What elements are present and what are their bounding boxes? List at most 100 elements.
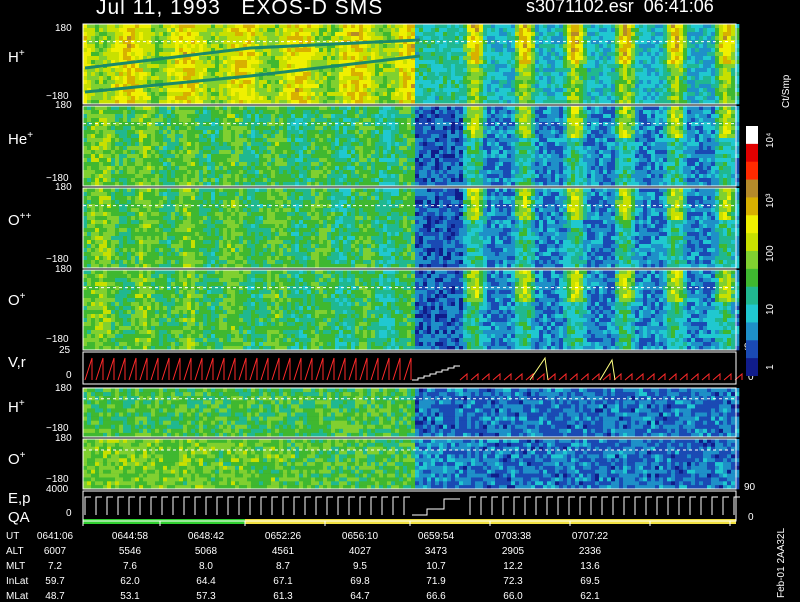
- heatmap-cell: [127, 32, 132, 37]
- heatmap-cell: [275, 106, 280, 111]
- heatmap-cell: [711, 72, 716, 77]
- heatmap-cell: [371, 84, 376, 89]
- heatmap-cell: [415, 40, 420, 45]
- heatmap-cell: [363, 44, 368, 49]
- heatmap-cell: [735, 56, 740, 61]
- heatmap-cell: [251, 52, 256, 57]
- heatmap-cell: [635, 64, 640, 69]
- heatmap-cell: [359, 88, 364, 93]
- heatmap-cell: [115, 118, 120, 123]
- heatmap-cell: [303, 60, 308, 65]
- heatmap-cell: [283, 174, 288, 179]
- heatmap-cell: [491, 28, 496, 33]
- heatmap-cell: [287, 32, 292, 37]
- heatmap-cell: [587, 64, 592, 69]
- heatmap-cell: [587, 44, 592, 49]
- heatmap-cell: [631, 48, 636, 53]
- heatmap-cell: [171, 60, 176, 65]
- heatmap-cell: [111, 182, 116, 187]
- heatmap-cell: [627, 28, 632, 33]
- heatmap-cell: [175, 134, 180, 139]
- heatmap-cell: [239, 64, 244, 69]
- heatmap-cell: [239, 68, 244, 73]
- heatmap-cell: [555, 72, 560, 77]
- heatmap-cell: [735, 84, 740, 89]
- heatmap-cell: [255, 138, 260, 143]
- heatmap-cell: [231, 110, 236, 115]
- heatmap-cell: [319, 122, 324, 127]
- heatmap-cell: [263, 130, 268, 135]
- heatmap-cell: [227, 126, 232, 131]
- heatmap-cell: [419, 40, 424, 45]
- heatmap-cell: [115, 142, 120, 147]
- heatmap-cell: [403, 84, 408, 89]
- heatmap-cell: [123, 40, 128, 45]
- heatmap-cell: [179, 44, 184, 49]
- heatmap-cell: [139, 56, 144, 61]
- heatmap-cell: [315, 122, 320, 127]
- heatmap-cell: [263, 118, 268, 123]
- heatmap-cell: [355, 64, 360, 69]
- heatmap-cell: [663, 92, 668, 97]
- heatmap-cell: [431, 40, 436, 45]
- heatmap-cell: [687, 88, 692, 93]
- heatmap-cell: [147, 60, 152, 65]
- heatmap-cell: [639, 88, 644, 93]
- heatmap-cell: [367, 114, 372, 119]
- heatmap-cell: [259, 36, 264, 41]
- heatmap-cell: [431, 32, 436, 37]
- heatmap-cell: [719, 40, 724, 45]
- heatmap-cell: [231, 68, 236, 73]
- heatmap-cell: [607, 100, 612, 105]
- heatmap-cell: [227, 146, 232, 151]
- heatmap-cell: [715, 24, 720, 29]
- heatmap-cell: [443, 76, 448, 81]
- heatmap-cell: [391, 72, 396, 77]
- heatmap-cell: [163, 106, 168, 111]
- heatmap-cell: [255, 64, 260, 69]
- heatmap-cell: [271, 28, 276, 33]
- heatmap-cell: [339, 122, 344, 127]
- heatmap-cell: [679, 32, 684, 37]
- heatmap-cell: [255, 158, 260, 163]
- heatmap-cell: [279, 72, 284, 77]
- heatmap-cell: [187, 100, 192, 105]
- heatmap-cell: [219, 64, 224, 69]
- heatmap-cell: [295, 114, 300, 119]
- heatmap-cell: [335, 130, 340, 135]
- heatmap-cell: [239, 134, 244, 139]
- heatmap-cell: [623, 68, 628, 73]
- heatmap-cell: [491, 68, 496, 73]
- heatmap-cell: [515, 52, 520, 57]
- heatmap-cell: [363, 88, 368, 93]
- heatmap-cell: [451, 24, 456, 29]
- heatmap-cell: [235, 150, 240, 155]
- heatmap-cell: [171, 32, 176, 37]
- heatmap-cell: [359, 178, 364, 183]
- heatmap-cell: [299, 170, 304, 175]
- heatmap-cell: [343, 56, 348, 61]
- heatmap-cell: [107, 178, 112, 183]
- heatmap-cell: [375, 64, 380, 69]
- heatmap-cell: [487, 40, 492, 45]
- heatmap-cell: [327, 32, 332, 37]
- heatmap-cell: [327, 48, 332, 53]
- heatmap-cell: [91, 146, 96, 151]
- heatmap-cell: [371, 68, 376, 73]
- heatmap-cell: [267, 80, 272, 85]
- heatmap-cell: [251, 80, 256, 85]
- heatmap-cell: [223, 24, 228, 29]
- heatmap-cell: [291, 138, 296, 143]
- heatmap-cell: [167, 88, 172, 93]
- heatmap-cell: [411, 40, 416, 45]
- heatmap-cell: [163, 122, 168, 127]
- heatmap-cell: [335, 158, 340, 163]
- heatmap-cell: [547, 92, 552, 97]
- heatmap-cell: [207, 100, 212, 105]
- heatmap-cell: [259, 142, 264, 147]
- heatmap-cell: [427, 68, 432, 73]
- heatmap-cell: [407, 182, 412, 187]
- heatmap-cell: [671, 76, 676, 81]
- heatmap-cell: [555, 96, 560, 101]
- heatmap-cell: [559, 96, 564, 101]
